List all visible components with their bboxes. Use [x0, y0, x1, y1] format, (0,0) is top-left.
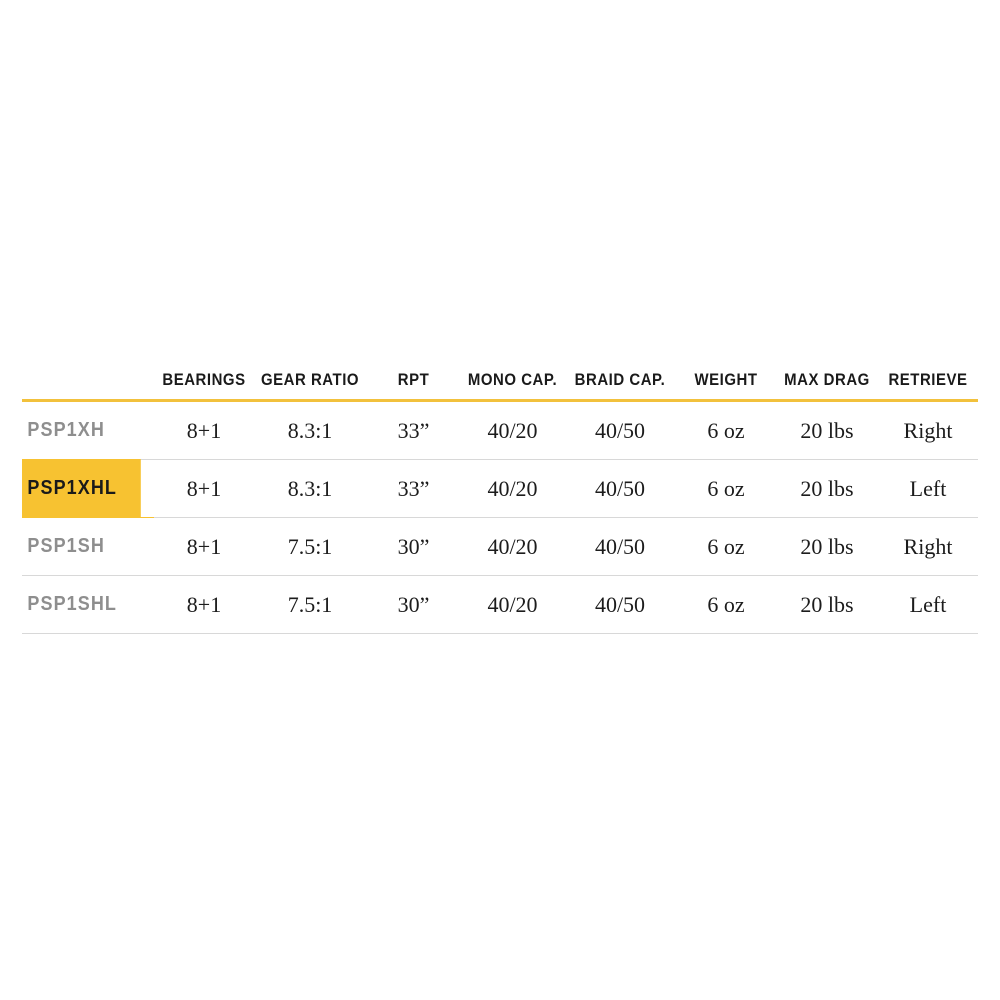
cell-rpt: 30” — [366, 575, 461, 634]
cell-max-drag: 20 lbs — [776, 517, 878, 576]
cell-model: PSP1XH — [22, 400, 141, 460]
cell-max-drag: 20 lbs — [776, 400, 878, 460]
cell-weight: 6 oz — [676, 459, 776, 518]
column-header-retrieve: RETRIEVE — [888, 370, 968, 389]
cell-braid-cap: 40/50 — [564, 459, 676, 518]
cell-model: PSP1SH — [22, 517, 141, 576]
cell-model-highlighted: PSP1XHL — [22, 458, 141, 518]
cell-bearings: 8+1 — [154, 575, 254, 634]
table-header: BEARINGS GEAR RATIO RPT MONO CAP. BRAID … — [22, 370, 978, 401]
column-header-rpt: RPT — [397, 370, 430, 389]
column-header-max-drag: MAX DRAG — [784, 370, 870, 389]
column-header-gear-ratio: GEAR RATIO — [260, 370, 360, 389]
column-header-bearings: BEARINGS — [162, 370, 246, 389]
cell-gear-ratio: 7.5:1 — [254, 575, 366, 634]
cell-braid-cap: 40/50 — [564, 517, 676, 576]
table-row: PSP1SH 8+1 7.5:1 30” 40/20 40/50 6 oz 20… — [22, 517, 978, 576]
cell-mono-cap: 40/20 — [461, 517, 564, 576]
cell-braid-cap: 40/50 — [564, 400, 676, 460]
table-body: PSP1XH 8+1 8.3:1 33” 40/20 40/50 6 oz 20… — [22, 400, 978, 634]
cell-weight: 6 oz — [676, 575, 776, 634]
cell-bearings: 8+1 — [154, 400, 254, 460]
cell-mono-cap: 40/20 — [461, 459, 564, 518]
table-row: PSP1XH 8+1 8.3:1 33” 40/20 40/50 6 oz 20… — [22, 400, 978, 460]
header-row: BEARINGS GEAR RATIO RPT MONO CAP. BRAID … — [22, 370, 978, 401]
cell-braid-cap: 40/50 — [564, 575, 676, 634]
cell-mono-cap: 40/20 — [461, 400, 564, 460]
cell-gear-ratio: 8.3:1 — [254, 400, 366, 460]
cell-retrieve: Left — [878, 575, 978, 634]
cell-retrieve: Right — [878, 517, 978, 576]
table-row-highlighted: PSP1XHL 8+1 8.3:1 33” 40/20 40/50 6 oz 2… — [22, 458, 978, 518]
specification-table: BEARINGS GEAR RATIO RPT MONO CAP. BRAID … — [22, 370, 978, 634]
cell-model: PSP1SHL — [22, 575, 141, 634]
column-header-weight: WEIGHT — [694, 370, 758, 389]
cell-max-drag: 20 lbs — [776, 459, 878, 518]
cell-rpt: 33” — [366, 400, 461, 460]
cell-rpt: 33” — [366, 459, 461, 518]
table-row: PSP1SHL 8+1 7.5:1 30” 40/20 40/50 6 oz 2… — [22, 575, 978, 634]
cell-weight: 6 oz — [676, 517, 776, 576]
cell-bearings: 8+1 — [154, 459, 254, 518]
cell-mono-cap: 40/20 — [461, 575, 564, 634]
cell-weight: 6 oz — [676, 400, 776, 460]
column-header-mono-cap: MONO CAP. — [467, 370, 558, 389]
cell-gear-ratio: 7.5:1 — [254, 517, 366, 576]
column-header-braid-cap: BRAID CAP. — [574, 370, 666, 389]
cell-gear-ratio: 8.3:1 — [254, 459, 366, 518]
cell-retrieve: Left — [878, 459, 978, 518]
cell-bearings: 8+1 — [154, 517, 254, 576]
cell-max-drag: 20 lbs — [776, 575, 878, 634]
column-header-model — [30, 370, 146, 401]
cell-retrieve: Right — [878, 400, 978, 460]
specification-table-container: BEARINGS GEAR RATIO RPT MONO CAP. BRAID … — [22, 370, 978, 634]
cell-rpt: 30” — [366, 517, 461, 576]
